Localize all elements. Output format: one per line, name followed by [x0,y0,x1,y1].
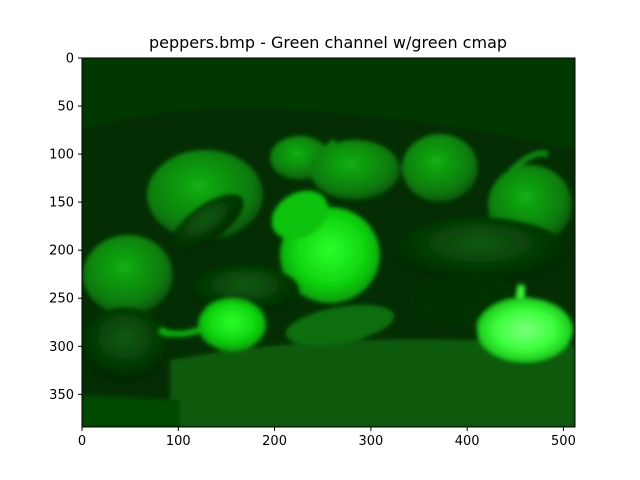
y-tick-label: 150 [49,196,74,211]
chart-title: peppers.bmp - Green channel w/green cmap [149,33,507,52]
pepper-lower-mid [285,304,395,346]
y-tick-label: 100 [49,148,74,163]
x-tick-label: 200 [262,434,287,449]
x-tick-label: 300 [358,434,383,449]
tablecloth [170,339,575,427]
x-tick-label: 500 [551,434,576,449]
x-tick-label: 100 [166,434,191,449]
x-axis: 0 100 200 300 400 500 [78,427,576,449]
garlic-stem [517,284,525,299]
pepper-small-bright [198,299,266,351]
y-tick-label: 350 [49,388,74,403]
tablecloth-left [82,395,180,427]
y-tick-label: 250 [49,292,74,307]
y-axis: 0 50 100 150 200 250 300 350 [49,52,82,403]
pepper-dark-left [82,307,170,383]
image-plot [82,58,575,427]
pepper-dark-tilted [172,193,244,251]
pepper-small-stem [158,327,201,337]
garlic [477,298,573,362]
y-tick-label: 50 [57,100,74,115]
y-tick-label: 300 [49,340,74,355]
y-tick-label: 0 [66,52,74,67]
x-tick-label: 400 [455,434,480,449]
pepper-top-right [402,134,478,202]
pepper-left-lower [83,235,173,315]
backdrop-fold [82,58,575,150]
pepper-middle-upper [310,140,400,200]
pepper-dark-right [395,217,565,283]
pepper-far-right-stem [507,150,550,175]
axes-frame [81,57,576,428]
y-tick-label: 200 [49,244,74,259]
pepper-center-left [271,190,329,240]
x-tick-label: 0 [78,434,86,449]
